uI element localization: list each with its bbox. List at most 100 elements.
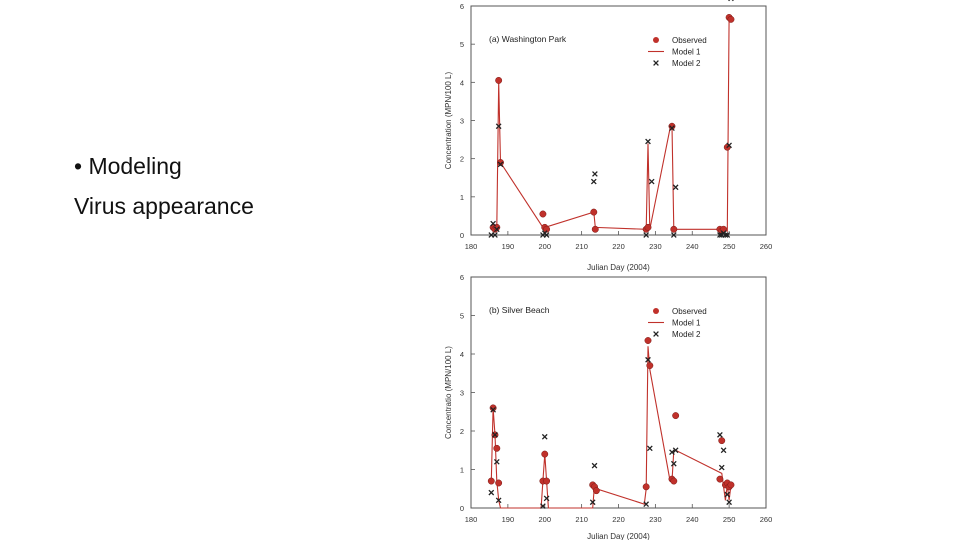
observed-point bbox=[670, 477, 678, 485]
model2-marker bbox=[495, 497, 502, 504]
model2-marker bbox=[720, 447, 727, 454]
observed-point bbox=[495, 76, 503, 84]
panel-title: (b) Silver Beach bbox=[489, 305, 550, 315]
x-tick-label: 200 bbox=[538, 242, 551, 251]
model2-marker bbox=[669, 449, 675, 456]
model2-marker bbox=[590, 178, 597, 185]
model2-marker bbox=[646, 445, 653, 452]
x-tick-label: 180 bbox=[465, 515, 478, 524]
x-tick-label: 230 bbox=[649, 242, 662, 251]
model2-marker bbox=[492, 232, 498, 238]
model2-marker bbox=[724, 232, 731, 238]
model2-marker bbox=[488, 489, 495, 496]
observed-point bbox=[541, 450, 549, 458]
legend-model2-marker bbox=[653, 331, 659, 337]
y-tick-label: 2 bbox=[460, 155, 464, 164]
model2-marker bbox=[670, 460, 677, 467]
y-axis-label: Concentratio (MPN/100 L) bbox=[444, 346, 453, 439]
model2-marker bbox=[592, 171, 598, 177]
model2-marker bbox=[645, 356, 651, 363]
panel-title: (a) Washington Park bbox=[489, 34, 567, 44]
legend-model2-marker bbox=[653, 60, 659, 66]
model2-marker bbox=[495, 123, 502, 130]
observed-point bbox=[543, 225, 551, 233]
model2-marker bbox=[540, 503, 546, 509]
observed-point bbox=[539, 210, 547, 218]
x-tick-label: 250 bbox=[723, 515, 736, 524]
model2-marker bbox=[643, 501, 650, 508]
model2-marker bbox=[672, 447, 679, 454]
x-tick-label: 220 bbox=[612, 242, 625, 251]
observed-point bbox=[727, 15, 735, 23]
legend-label: Observed bbox=[672, 36, 707, 45]
observed-point bbox=[644, 223, 652, 231]
x-tick-label: 210 bbox=[575, 515, 588, 524]
legend-label: Model 2 bbox=[672, 59, 701, 68]
x-tick-label: 180 bbox=[465, 242, 478, 251]
x-tick-label: 190 bbox=[502, 515, 515, 524]
legend-label: Model 1 bbox=[672, 48, 701, 57]
model2-marker bbox=[717, 431, 723, 438]
model2-marker bbox=[648, 178, 655, 185]
y-tick-label: 4 bbox=[460, 78, 464, 87]
y-axis-label: Concentration (MPN/100 L) bbox=[444, 71, 453, 169]
bullet-modeling: • Modeling bbox=[74, 153, 182, 179]
x-axis-label: Julian Day (2004) bbox=[587, 263, 650, 272]
observed-point bbox=[495, 479, 503, 487]
model2-marker bbox=[717, 232, 723, 238]
chart-panel-1: 180 190 200 210 220 230 240 250 260 0 1 2 3 4 5 6 Julian… bbox=[444, 0, 772, 272]
slide-text: • Modeling Virus appearance bbox=[74, 146, 254, 226]
y-tick-label: 2 bbox=[460, 427, 464, 436]
y-tick-label: 0 bbox=[460, 504, 464, 513]
observed-point bbox=[672, 412, 680, 420]
observed-point bbox=[487, 477, 495, 485]
model2-marker bbox=[672, 184, 679, 191]
chart-panel-2: 180 190 200 210 220 230 240 250 260 0 1 2 3 4 5 6 Julian… bbox=[444, 273, 772, 540]
model2-marker bbox=[589, 499, 596, 506]
observed-point bbox=[489, 404, 497, 412]
x-tick-label: 210 bbox=[575, 242, 588, 251]
x-tick-label: 260 bbox=[760, 242, 773, 251]
model2-marker bbox=[724, 491, 731, 498]
observed-point bbox=[543, 477, 551, 485]
x-axis-label: Julian Day (2004) bbox=[587, 532, 650, 540]
x-tick-label: 190 bbox=[502, 242, 515, 251]
model2-marker bbox=[490, 406, 496, 413]
observed-point bbox=[646, 362, 654, 369]
model2-marker bbox=[643, 232, 650, 238]
model2-marker bbox=[645, 138, 651, 145]
observed-point bbox=[644, 337, 652, 344]
observed-point bbox=[718, 437, 726, 445]
observed-point bbox=[642, 483, 650, 491]
model2-marker bbox=[490, 220, 496, 227]
x-tick-label: 250 bbox=[723, 242, 736, 251]
y-tick-label: 6 bbox=[460, 273, 464, 282]
x-tick-label: 220 bbox=[612, 515, 625, 524]
y-tick-label: 0 bbox=[460, 231, 464, 240]
y-tick-label: 1 bbox=[460, 193, 464, 202]
model2-marker bbox=[726, 142, 732, 149]
legend-label: Observed bbox=[672, 307, 707, 316]
model2-marker bbox=[497, 161, 504, 168]
y-tick-label: 5 bbox=[460, 40, 464, 49]
model2-marker bbox=[543, 495, 550, 502]
observed-point bbox=[493, 444, 501, 452]
observed-point bbox=[670, 225, 678, 233]
y-tick-label: 4 bbox=[460, 350, 464, 359]
model2-marker bbox=[728, 0, 734, 2]
observed-point bbox=[590, 208, 598, 216]
model2-marker bbox=[722, 232, 729, 238]
legend-observed-marker bbox=[653, 308, 659, 314]
legend-label: Model 2 bbox=[672, 330, 701, 339]
y-tick-label: 3 bbox=[460, 389, 464, 398]
x-tick-label: 200 bbox=[538, 515, 551, 524]
y-tick-label: 5 bbox=[460, 312, 464, 321]
subtitle-virus-appearance: Virus appearance bbox=[74, 193, 254, 219]
model2-marker bbox=[493, 458, 500, 465]
legend-observed-marker bbox=[653, 37, 659, 43]
model2-marker bbox=[591, 462, 598, 469]
model2-marker bbox=[541, 433, 548, 440]
model2-marker bbox=[492, 431, 498, 438]
y-tick-label: 1 bbox=[460, 466, 464, 475]
